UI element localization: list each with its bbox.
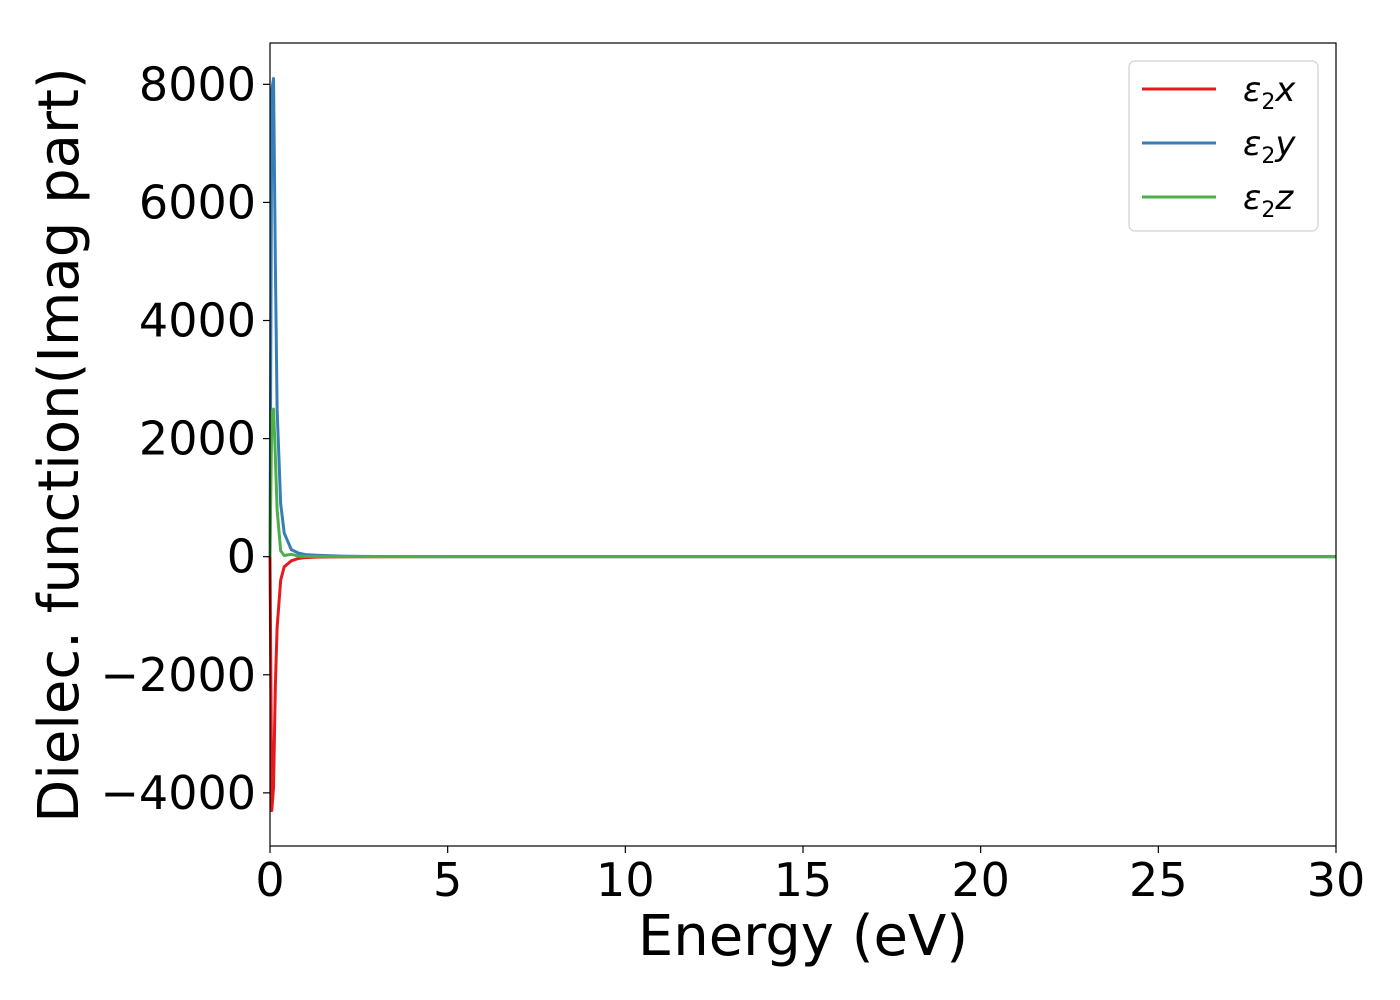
y-axis-label: Dielec. function(Imag part) [27, 67, 92, 823]
x-tick-label: 0 [255, 853, 284, 907]
legend-label-x: ε2x [1243, 70, 1296, 115]
x-tick-label: 20 [951, 853, 1010, 907]
x-axis-label: Energy (eV) [638, 904, 968, 969]
legend-box [1128, 60, 1319, 232]
legend: ε2x ε2y ε2z [1128, 60, 1319, 232]
x-tick-label: 5 [433, 853, 462, 907]
y-tick-label: 6000 [139, 175, 256, 229]
y-tick-label: 4000 [139, 294, 256, 348]
y-tick-label: −4000 [100, 766, 256, 820]
series-layer [268, 76, 1336, 813]
legend-label-y: ε2y [1243, 124, 1296, 169]
y-tick-label: −2000 [100, 648, 256, 702]
series-line-z [268, 407, 1336, 559]
y-tick-label: 2000 [139, 412, 256, 466]
y-axis: −4000 −2000 0 2000 4000 6000 8000 [100, 57, 270, 820]
x-axis: 0 5 10 15 20 25 30 [255, 846, 1365, 907]
legend-label-z: ε2z [1243, 178, 1294, 223]
x-tick-label: 10 [596, 853, 655, 907]
y-tick-label: 0 [227, 530, 256, 584]
x-tick-label: 25 [1129, 853, 1188, 907]
y-tick-label: 8000 [139, 57, 256, 111]
x-tick-label: 15 [774, 853, 833, 907]
x-tick-label: 30 [1307, 853, 1366, 907]
